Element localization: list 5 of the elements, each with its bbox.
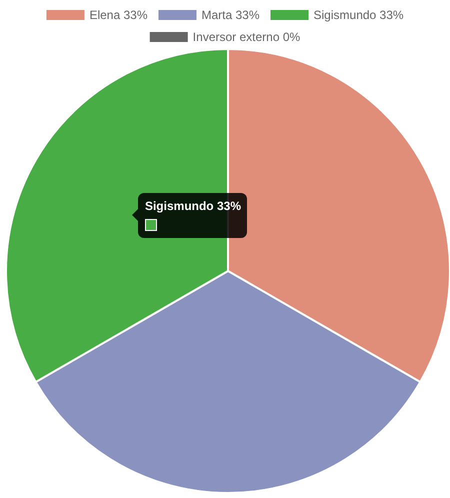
- legend-label: Sigismundo 33%: [314, 8, 404, 22]
- legend-label: Marta 33%: [201, 8, 260, 22]
- legend-label: Inversor externo 0%: [192, 30, 301, 44]
- text: Sigismundo 33%: [144, 199, 241, 214]
- legend-label: Elena 33%: [89, 8, 148, 22]
